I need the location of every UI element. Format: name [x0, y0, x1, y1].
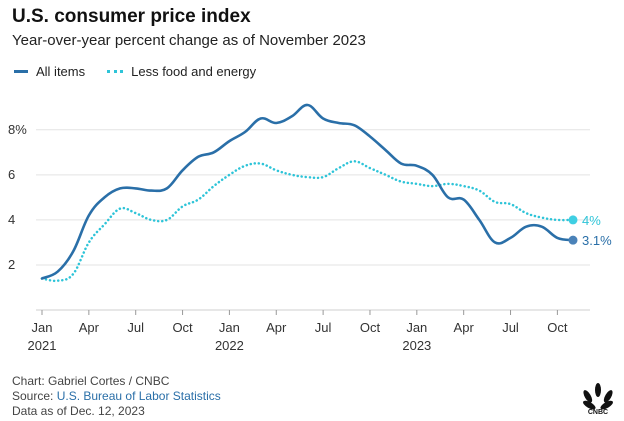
- series-line-all-items: [40, 103, 575, 280]
- chart-credit: Chart: Gabriel Cortes / CNBC: [12, 374, 170, 388]
- y-tick-label: 4: [8, 212, 15, 227]
- end-marker-core: [568, 215, 578, 225]
- legend-label-all-items: All items: [36, 64, 86, 79]
- end-label-core: 4%: [582, 213, 601, 228]
- x-tick-label: Oct: [360, 320, 381, 335]
- x-tick-label: Apr: [454, 320, 475, 335]
- legend-swatch-dotted: [107, 70, 124, 73]
- x-tick-label: Apr: [266, 320, 287, 335]
- chart-source: Source: U.S. Bureau of Labor Statistics: [12, 389, 221, 404]
- end-label-all-items: 3.1%: [582, 233, 612, 248]
- series-line-core: [40, 160, 575, 283]
- legend-item-all-items: All items: [14, 64, 85, 79]
- data-date-note: Data as of Dec. 12, 2023: [12, 404, 145, 418]
- x-tick-label: Oct: [547, 320, 568, 335]
- end-marker-all-items: [568, 235, 578, 245]
- x-tick-label: Jul: [315, 320, 332, 335]
- legend-item-core: Less food and energy: [107, 64, 256, 79]
- chart-legend: All items Less food and energy: [14, 64, 278, 79]
- x-tick-label: Jan: [219, 320, 240, 335]
- cnbc-peacock-icon: CNBC: [583, 383, 613, 416]
- x-tick-year-label: 2023: [402, 338, 431, 353]
- x-tick-label: Jul: [127, 320, 144, 335]
- source-link[interactable]: U.S. Bureau of Labor Statistics: [56, 389, 221, 403]
- x-tick-label: Oct: [172, 320, 193, 335]
- logo-text: CNBC: [588, 409, 608, 416]
- chart-footer: Chart: Gabriel Cortes / CNBC Source: U.S…: [12, 374, 221, 419]
- y-tick-label: 6: [8, 167, 15, 182]
- source-prefix: Source:: [12, 389, 57, 403]
- chart-subtitle: Year-over-year percent change as of Nove…: [12, 32, 366, 49]
- chart-title: U.S. consumer price index: [12, 6, 251, 27]
- legend-label-core: Less food and energy: [131, 64, 257, 79]
- x-tick-year-label: 2022: [215, 338, 244, 353]
- x-tick-label: Jan: [32, 320, 53, 335]
- y-tick-label: 2: [8, 257, 15, 272]
- legend-swatch-solid: [14, 70, 28, 73]
- x-tick-label: Apr: [79, 320, 100, 335]
- x-tick-label: Jul: [502, 320, 519, 335]
- y-tick-label: 8%: [8, 122, 27, 137]
- x-tick-year-label: 2021: [28, 338, 57, 353]
- peacock-feathers: [583, 383, 613, 410]
- x-tick-label: Jan: [406, 320, 427, 335]
